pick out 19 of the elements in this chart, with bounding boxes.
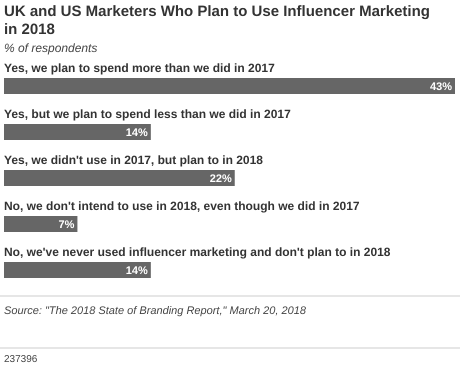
data-label: 22%: [210, 173, 232, 185]
data-label: 7%: [58, 219, 75, 231]
text: 237396: [4, 354, 38, 365]
bar: [4, 124, 151, 140]
y-tick-label: No, we've never used influencer marketing and don't plan to in 2018: [4, 245, 391, 259]
bar: [4, 78, 455, 94]
bar: [4, 216, 78, 232]
y-tick-label: Yes, we plan to spend more than we did in 2017: [4, 61, 276, 75]
y-tick-label: Yes, but we plan to spend less than we did in 2017: [4, 107, 292, 121]
data-label: 14%: [126, 127, 148, 139]
y-tick-label: No, we don't intend to use in 2018, even though we did in 2017: [4, 199, 360, 213]
data-label: 14%: [126, 265, 148, 277]
chart-title: UK and US Marketers Who Plan to Use Influencer Marketing in 2018: [4, 3, 430, 38]
data-label: 43%: [430, 81, 452, 93]
y-tick-label: Yes, we didn't use in 2017, but plan to in 2018: [4, 153, 264, 167]
source-note: Source: "The 2018 State of Branding Report," March 20, 2018: [4, 305, 307, 317]
chart-subtitle: % of respondents: [4, 41, 98, 55]
bar: [4, 262, 151, 278]
bar: [4, 170, 235, 186]
